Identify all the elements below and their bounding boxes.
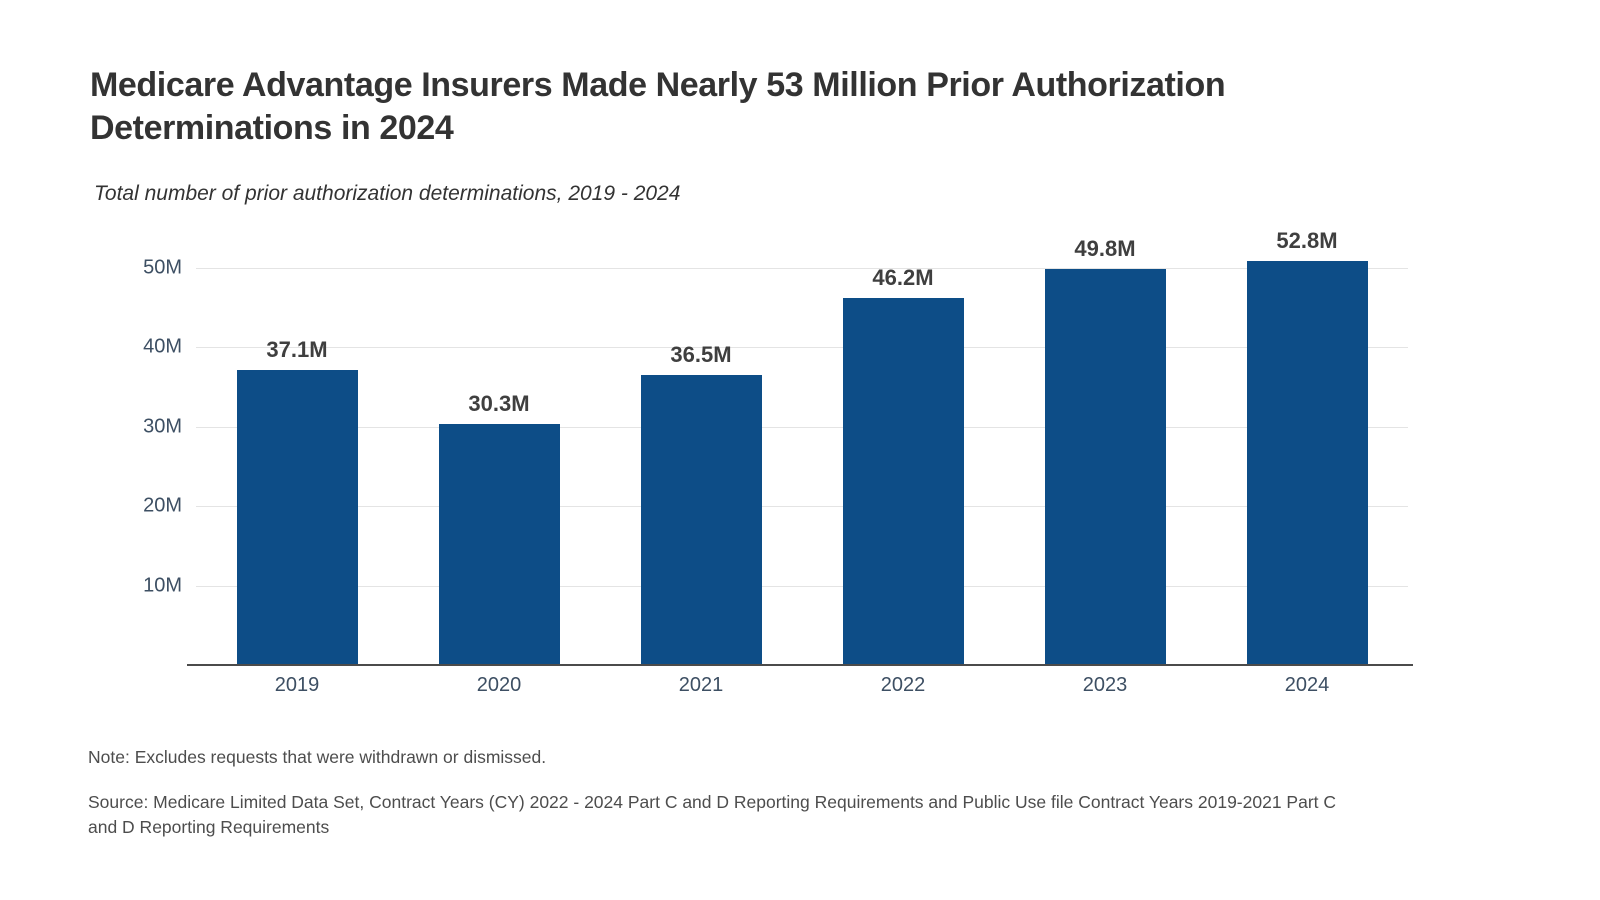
bar-band-2022: 46.2M: [802, 228, 1004, 665]
bar-2024[interactable]: [1246, 261, 1368, 665]
x-axis-label-2019: 2019: [274, 674, 320, 696]
y-axis-tick-label: 10M: [143, 574, 182, 596]
bar-value-label-2020: 30.3M: [468, 391, 530, 417]
x-axis-label-2023: 2023: [1082, 674, 1128, 696]
gridline-30M: [196, 426, 1408, 428]
x-axis-line: [187, 664, 1413, 666]
bar-value-label-2022: 46.2M: [872, 264, 934, 290]
chart-title: Medicare Advantage Insurers Made Nearly …: [90, 66, 1226, 147]
chart-source: Source: Medicare Limited Data Set, Contr…: [88, 792, 1337, 837]
chart-note: Note: Excludes requests that were withdr…: [88, 747, 547, 767]
bar-value-label-2019: 37.1M: [266, 337, 328, 363]
gridline-50M: [196, 267, 1408, 269]
bar-2020[interactable]: [438, 424, 560, 665]
bar-2021[interactable]: [640, 374, 762, 665]
bar-2019[interactable]: [236, 370, 358, 665]
y-axis-tick-label: 20M: [143, 494, 182, 517]
bars-container: 37.1M 30.3M 36.5M 46.2M 49.8M 52.8M: [196, 228, 1408, 665]
bar-band-2024: 52.8M: [1206, 228, 1408, 665]
bar-band-2021: 36.5M: [600, 228, 802, 665]
bar-value-label-2021: 36.5M: [670, 341, 732, 367]
gridline-40M: [196, 347, 1408, 348]
x-axis-label-2022: 2022: [880, 674, 926, 696]
x-axis-label-2024: 2024: [1284, 674, 1330, 696]
bar-band-2020: 30.3M: [398, 228, 600, 665]
gridline-10M: [196, 585, 1408, 587]
plot-area: 10M 20M 30M 40M 50M 37.1M 30.3M 36.5M 46.2M 49.8M…: [143, 228, 1413, 666]
y-axis-tick-label: 50M: [143, 256, 182, 278]
y-axis-tick-label: 30M: [143, 415, 182, 437]
bar-band-2019: 37.1M: [196, 228, 398, 665]
bar-2022[interactable]: [842, 297, 964, 665]
gridline-20M: [196, 506, 1408, 507]
bar-value-label-2024: 52.8M: [1276, 228, 1338, 253]
bar-value-label-2023: 49.8M: [1074, 236, 1136, 262]
bar-band-2023: 49.8M: [1004, 228, 1206, 665]
chart-subtitle: Total number of prior authorization dete…: [94, 182, 681, 205]
x-axis-label-2021: 2021: [678, 674, 724, 696]
x-axis-label-2020: 2020: [476, 674, 522, 696]
x-axis-labels: 2019 2020 2021 2022 2023 2024: [196, 674, 1408, 697]
y-axis-tick-label: 40M: [143, 335, 182, 358]
bar-2023[interactable]: [1044, 269, 1166, 665]
